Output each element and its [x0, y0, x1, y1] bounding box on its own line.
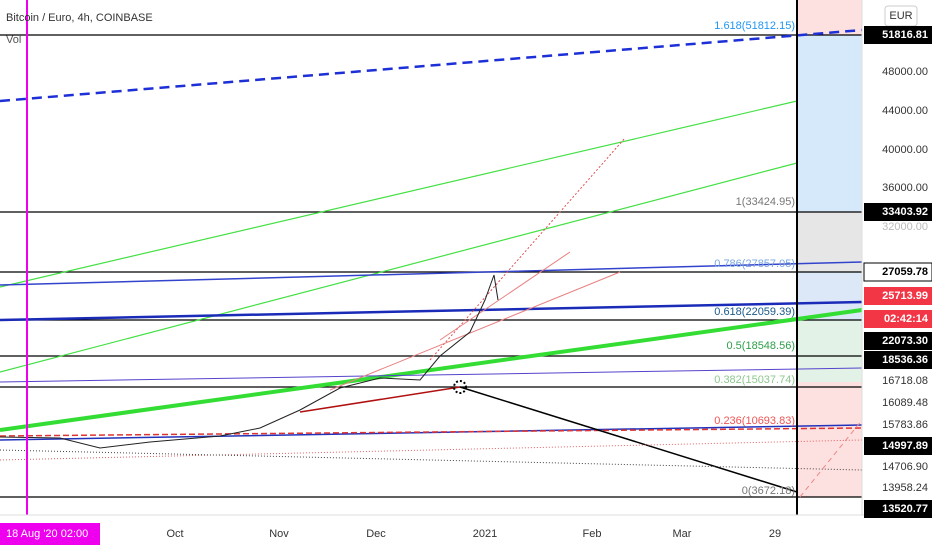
time-label: Mar [673, 528, 692, 540]
price-label: 32000.00 [882, 221, 928, 233]
fib-label: 0.382(15037.74) [714, 374, 795, 386]
volume-label: Vol [6, 34, 21, 46]
fib-label: 0.5(18548.56) [727, 340, 796, 352]
price-label: 25713.99 [882, 290, 928, 302]
fib-label: 0.618(22059.39) [714, 306, 795, 318]
price-label: 02:42:14 [884, 313, 929, 325]
price-label: 14706.90 [882, 461, 928, 473]
price-label: 13958.24 [882, 482, 928, 494]
price-label: 36000.00 [882, 182, 928, 194]
zone [797, 382, 862, 497]
price-badge [864, 500, 932, 518]
drawings [0, 28, 863, 498]
price-label: 44000.00 [882, 105, 928, 117]
zone [797, 0, 862, 35]
time-label: 2021 [473, 528, 497, 540]
zone [797, 320, 862, 382]
price-badge [864, 203, 932, 221]
price-label: 18536.36 [882, 354, 928, 366]
price-label: 16089.48 [882, 397, 928, 409]
price-badge [864, 287, 932, 305]
price-label: 48000.00 [882, 66, 928, 78]
cursor-time: 18 Aug '20 02:00 [6, 528, 88, 540]
price-badge [864, 437, 932, 455]
price-label: 33403.92 [882, 206, 928, 218]
time-label: Dec [366, 528, 386, 540]
fib-label: 0.236(10693.83) [714, 415, 795, 427]
price-label: 15783.86 [882, 419, 928, 431]
price-label: 40000.00 [882, 144, 928, 156]
time-label: 29 [769, 528, 781, 540]
symbol-title: Bitcoin / Euro, 4h, COINBASE [6, 12, 153, 24]
price-label: 14997.89 [882, 440, 928, 452]
price-badge [864, 351, 932, 369]
time-label: Nov [269, 528, 289, 540]
price-label: 22073.30 [882, 335, 928, 347]
price-badge [864, 26, 932, 44]
cursor-badge [0, 523, 100, 545]
price-badge [863, 262, 932, 282]
levels [0, 34, 862, 498]
price-label: 27059.78 [882, 266, 928, 278]
zone [797, 35, 862, 212]
fib-label: 0(3672.18) [742, 485, 795, 497]
price-badge [864, 310, 932, 328]
time-label: Feb [583, 528, 602, 540]
price-label: 16718.08 [882, 375, 928, 387]
price-badge [864, 332, 932, 350]
time-label: Oct [166, 528, 183, 540]
fib-label: 1(33424.95) [736, 196, 795, 208]
price-label: 13520.77 [882, 503, 928, 515]
currency[interactable]: EUR [889, 10, 912, 22]
fib-label: 0.786(27857.05) [714, 258, 795, 270]
price-label: 51816.81 [882, 29, 928, 41]
fib-label: 1.618(51812.15) [714, 20, 795, 32]
